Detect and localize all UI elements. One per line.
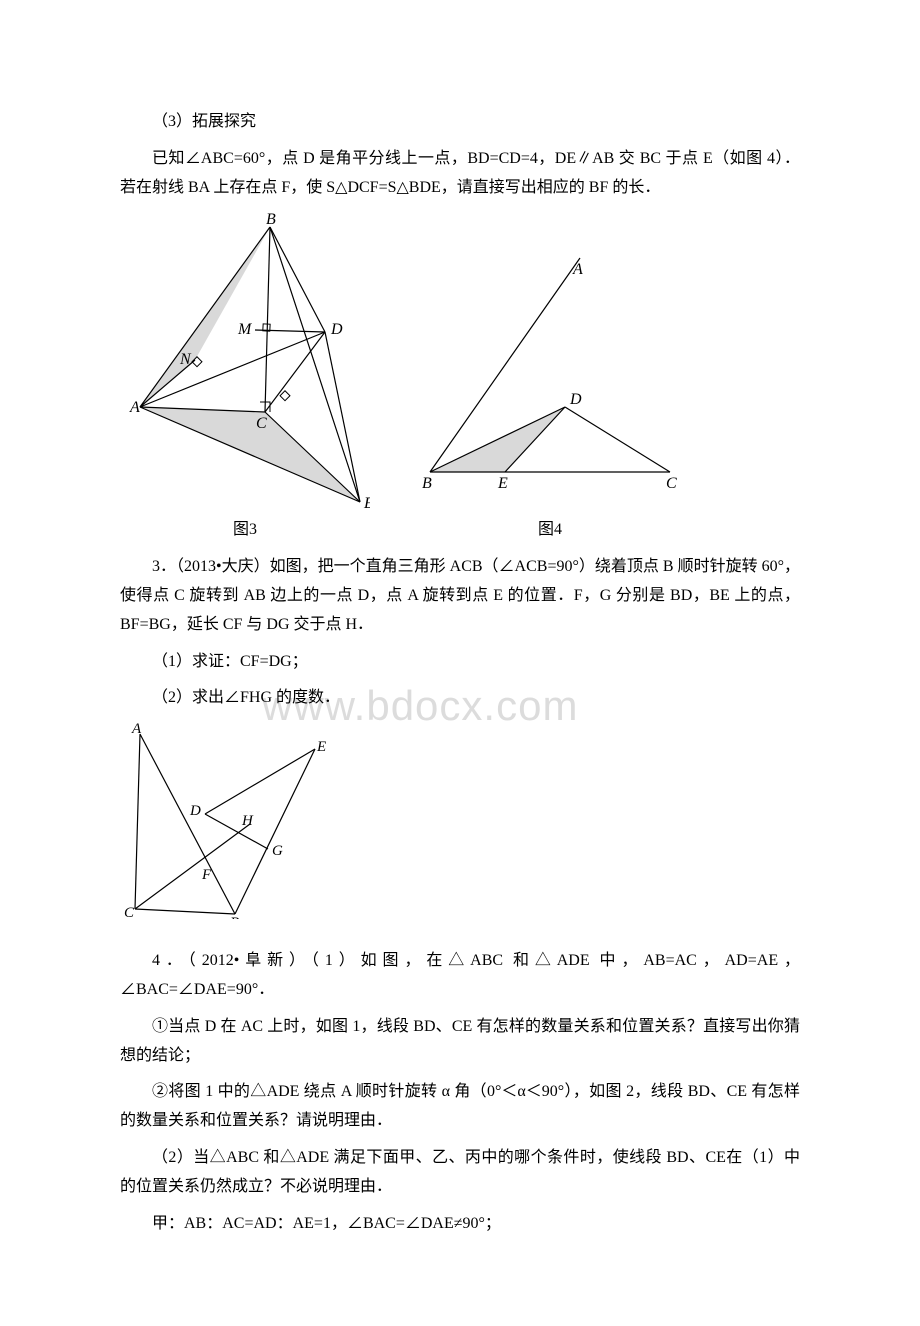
svg-text:E: E: [363, 495, 370, 512]
document-page: （3）拓展探究 已知∠ABC=60°，点 D 是角平分线上一点，BD=CD=4，…: [0, 0, 920, 1326]
paragraph-q3-sub2-line: www.bdocx.com （2）求出∠FHG 的度数．: [120, 684, 800, 713]
figure-4-block: A B C D E 图4: [410, 252, 690, 545]
paragraph-q4-sub2: ②将图 1 中的△ADE 绕点 A 顺时针旋转 α 角（0°＜α＜90°），如图…: [120, 1078, 800, 1136]
figure-3-svg: A B C D E M N: [120, 212, 370, 512]
svg-text:B: B: [230, 915, 239, 919]
svg-text:D: D: [189, 803, 201, 819]
svg-text:H: H: [241, 813, 254, 829]
svg-text:D: D: [569, 391, 582, 408]
svg-text:A: A: [572, 261, 583, 278]
svg-text:M: M: [237, 321, 253, 338]
paragraph-q4-sub1: ①当点 D 在 AC 上时，如图 1，线段 BD、CE 有怎样的数量关系和位置关…: [120, 1013, 800, 1071]
svg-text:F: F: [201, 867, 212, 883]
figure-q3-svg: A E C B D H F G: [120, 719, 330, 919]
svg-text:E: E: [497, 475, 508, 492]
spacer: [120, 919, 800, 939]
figure-3-block: A B C D E M N 图3: [120, 212, 370, 545]
svg-text:D: D: [330, 321, 343, 338]
figure-q3-block: A E C B D H F G: [120, 719, 800, 919]
svg-text:B: B: [422, 475, 432, 492]
paragraph-q3-sub2: （2）求出∠FHG 的度数．: [152, 689, 340, 706]
paragraph-q4-option-jia: 甲：AB：AC=AD：AE=1，∠BAC=∠DAE≠90°；: [120, 1210, 800, 1239]
paragraph-section-heading: （3）拓展探究: [120, 108, 800, 137]
svg-text:C: C: [256, 415, 267, 432]
figure-4-svg: A B C D E: [410, 252, 690, 512]
svg-text:B: B: [266, 212, 276, 228]
paragraph-q3-sub1: （1）求证：CF=DG；: [120, 648, 800, 677]
paragraph-q4-part2: （2）当△ABC 和△ADE 满足下面甲、乙、丙中的哪个条件时，使线段 BD、C…: [120, 1144, 800, 1202]
svg-text:C: C: [666, 475, 677, 492]
figure-3-caption: 图3: [233, 516, 257, 545]
paragraph-problem-statement: 已知∠ABC=60°，点 D 是角平分线上一点，BD=CD=4，DE∥AB 交 …: [120, 145, 800, 203]
svg-text:N: N: [179, 351, 192, 368]
figure-4-caption: 图4: [538, 516, 562, 545]
paragraph-q3-stem: 3．（2013•大庆）如图，把一个直角三角形 ACB（∠ACB=90°）绕着顶点…: [120, 553, 800, 639]
svg-text:C: C: [124, 905, 135, 919]
figure-row-3-4: A B C D E M N 图3: [120, 212, 800, 545]
svg-text:G: G: [272, 843, 283, 859]
svg-text:A: A: [131, 721, 142, 737]
paragraph-q4-stem: 4．（2012•阜新）（1）如图，在△ABC 和△ADE 中，AB=AC，AD=…: [120, 947, 800, 1005]
svg-text:A: A: [129, 399, 140, 416]
svg-text:E: E: [316, 739, 326, 755]
